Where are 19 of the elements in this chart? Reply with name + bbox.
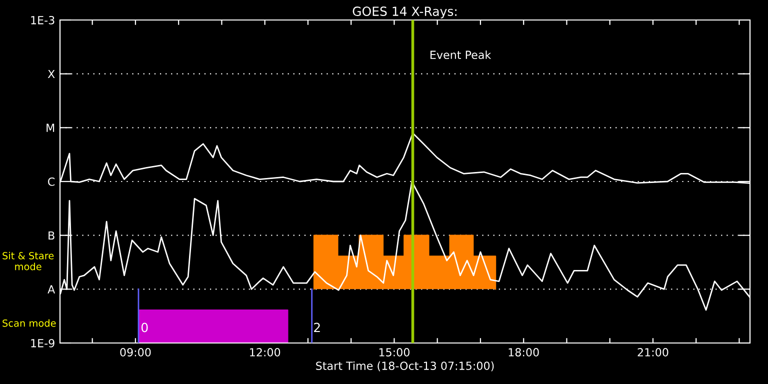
annotation: 2 [314,322,320,332]
x-tick-label: 09:00 [120,348,151,356]
y-tick-label: 1E-9 [31,338,54,348]
annotation: 0 [141,322,148,332]
chart-title: GOES 14 X-Rays: [352,6,456,18]
x-tick-label: 21:00 [638,348,668,356]
y-tick-label: X [48,70,55,78]
y-tick-label: B [48,231,54,240]
y-tick-label: M [46,124,54,132]
x-tick-label: 18:00 [508,348,539,356]
ref-line-label: Event Peak [430,50,492,60]
x-tick-label: 12:00 [250,348,280,356]
text: Scan mode [2,319,56,327]
y-tick-label: C [48,177,55,186]
y-tick-label: A [48,285,56,294]
text: Sit & Stare mode [2,252,54,270]
x-tick-label: 15:00 [379,348,410,356]
x-axis-title: Start Time (18-Oct-13 07:15:00) [316,361,494,372]
y-tick-label: 1E-3 [31,16,54,24]
